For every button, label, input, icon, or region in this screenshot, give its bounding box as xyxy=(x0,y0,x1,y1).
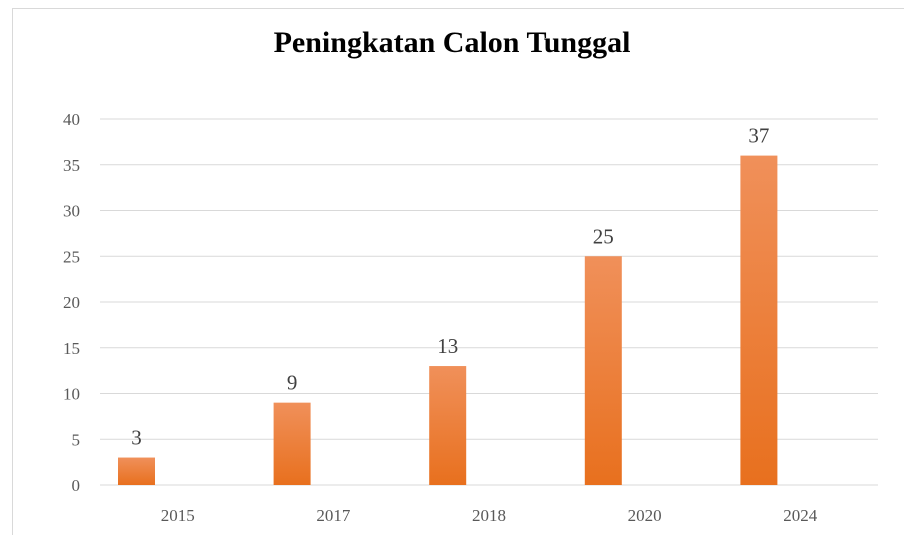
data-label-2020: 25 xyxy=(593,224,614,248)
y-tick-label: 25 xyxy=(63,247,80,266)
bar-2024 xyxy=(740,155,778,485)
y-tick-label: 40 xyxy=(63,110,80,129)
x-tick-label: 2020 xyxy=(628,506,662,525)
y-tick-label: 30 xyxy=(63,202,80,221)
y-axis-tick-labels: 0 5 10 15 20 25 30 35 40 xyxy=(63,110,80,495)
data-labels: 3 9 13 25 37 xyxy=(131,124,769,450)
bar-2018 xyxy=(429,366,467,485)
y-tick-label: 0 xyxy=(72,476,81,495)
y-tick-label: 10 xyxy=(63,385,80,404)
x-tick-label: 2015 xyxy=(161,506,195,525)
bars xyxy=(118,155,778,485)
y-tick-label: 5 xyxy=(72,430,81,449)
y-tick-label: 15 xyxy=(63,339,80,358)
data-label-2017: 9 xyxy=(287,371,298,395)
data-label-2018: 13 xyxy=(437,334,458,358)
chart-title: Peningkatan Calon Tunggal xyxy=(273,26,631,59)
bar-2017 xyxy=(273,402,311,485)
bar-2015 xyxy=(118,457,155,485)
x-tick-label: 2018 xyxy=(472,506,506,525)
data-label-2015: 3 xyxy=(131,426,142,450)
bar-2020 xyxy=(584,256,622,485)
x-tick-label: 2024 xyxy=(783,506,818,525)
y-tick-label: 20 xyxy=(63,293,80,312)
x-axis-tick-labels: 2015 2017 2018 2020 2024 xyxy=(161,506,818,525)
x-tick-label: 2017 xyxy=(316,506,351,525)
y-tick-label: 35 xyxy=(63,156,80,175)
data-label-2024: 37 xyxy=(748,124,769,148)
